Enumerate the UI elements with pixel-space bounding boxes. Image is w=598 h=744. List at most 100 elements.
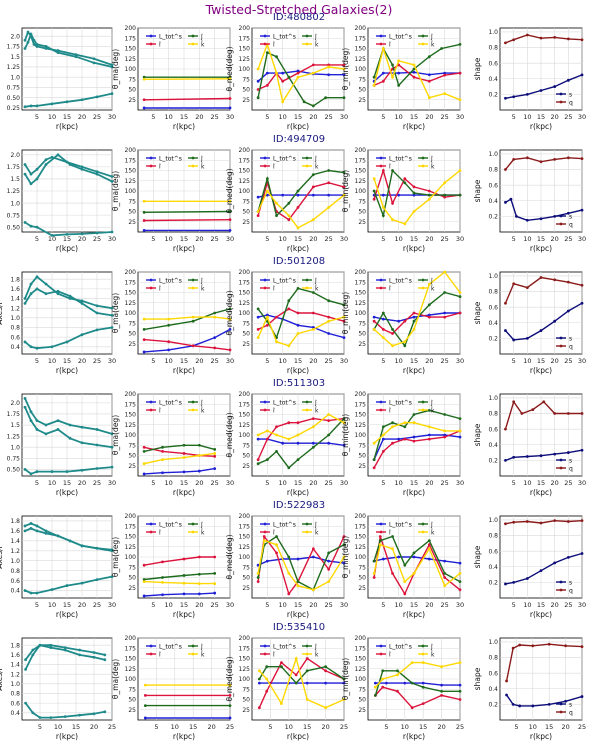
x-tick-label: 10 (279, 601, 287, 609)
y-tick-label: 75 (242, 686, 250, 693)
data-point (372, 576, 376, 579)
y-axis-label: Axes/r (0, 300, 4, 324)
data-point (23, 467, 27, 471)
legend-marker (305, 644, 309, 648)
data-point (580, 208, 584, 212)
data-point (142, 199, 146, 203)
legend-marker (149, 286, 153, 290)
data-point (275, 535, 278, 538)
legend-marker (379, 156, 383, 160)
x-tick-label: 20 (309, 235, 317, 243)
data-point (275, 551, 278, 555)
series-line-yellow (257, 42, 345, 104)
legend-label: L_tot^s (389, 399, 412, 406)
panel-id-label: ID:535410 (273, 622, 325, 633)
data-point (553, 35, 557, 39)
data-point (458, 295, 462, 298)
data-point (296, 433, 300, 437)
series-line-green (373, 535, 461, 583)
series-line-green (257, 535, 345, 591)
legend-label: s (569, 579, 572, 586)
legend-marker (559, 92, 563, 96)
data-point (385, 681, 388, 685)
data-point (580, 412, 584, 415)
subplot-major: 5 10 15 20 25 30 25 50 75 100 125 150 175 200 r(kpc) θ_… (111, 147, 234, 253)
y-tick-label: 0.8 (10, 568, 20, 575)
data-point (504, 41, 507, 45)
y-axis-label: θ_ma(deg) (111, 171, 120, 211)
y-tick-label: 200 (125, 25, 137, 32)
legend-marker (263, 644, 267, 648)
y-tick-label: 100 (355, 66, 367, 73)
x-tick-label: 25 (93, 235, 101, 243)
data-point (29, 410, 33, 414)
data-point (443, 195, 447, 199)
data-point (92, 61, 96, 65)
y-tick-label: 0.50 (7, 95, 21, 102)
legend-marker (305, 42, 309, 46)
x-tick-label: 30 (456, 479, 464, 487)
data-point (504, 458, 507, 462)
x-tick-label: 25 (441, 235, 449, 243)
data-point (35, 104, 39, 108)
y-tick-label: 150 (355, 46, 367, 53)
data-point (403, 592, 407, 596)
y-tick-label: 100 (125, 66, 137, 73)
legend-label: L_tot^s (389, 155, 412, 162)
data-point (342, 543, 346, 547)
data-point (458, 698, 462, 701)
series-line-q (504, 400, 582, 430)
data-point (525, 92, 529, 96)
data-point (566, 555, 570, 559)
x-tick-label: 20 (309, 479, 317, 487)
y-tick-label: 0.4 (10, 344, 20, 351)
data-point (327, 193, 331, 197)
y-tick-label: 25 (128, 463, 136, 470)
data-point (29, 591, 33, 595)
legend-marker (191, 644, 195, 648)
legend-label: L_tot^s (273, 399, 296, 406)
data-point (504, 96, 507, 100)
y-tick-label: 25 (358, 97, 366, 104)
data-point (228, 694, 232, 697)
subplot-medium: 5 10 15 20 25 30 25 50 75 100 125 150 175 200 r(kpc) θ_… (225, 25, 348, 131)
data-point (191, 315, 195, 319)
data-point (213, 315, 217, 319)
data-point (525, 156, 529, 160)
x-tick-label: 20 (195, 235, 203, 243)
data-point (311, 328, 315, 331)
data-point (396, 673, 399, 677)
x-tick-label: 5 (512, 601, 516, 609)
data-point (103, 653, 107, 657)
legend-marker (191, 156, 195, 160)
data-point (504, 301, 507, 305)
data-point (35, 43, 39, 46)
x-tick-label: 10 (395, 357, 403, 365)
data-point (110, 548, 114, 552)
legend-marker (379, 522, 383, 526)
data-point (80, 299, 84, 303)
data-point (296, 584, 300, 588)
data-point (566, 280, 570, 284)
y-tick-label: 100 (355, 554, 367, 561)
legend-marker (191, 164, 195, 168)
data-point (311, 441, 315, 445)
x-tick-label: 10 (171, 723, 179, 731)
data-point (167, 323, 171, 327)
x-tick-label: 10 (48, 113, 56, 121)
x-tick-label: 20 (551, 113, 559, 121)
data-point (29, 104, 33, 108)
data-point (403, 181, 407, 185)
data-point (458, 689, 462, 693)
data-point (378, 543, 382, 547)
data-point (256, 572, 260, 575)
legend-marker (305, 400, 309, 404)
y-tick-label: 25 (128, 219, 136, 226)
data-point (296, 311, 300, 315)
data-point (275, 71, 278, 75)
data-point (35, 346, 39, 350)
data-point (458, 98, 462, 102)
legend-marker (263, 34, 267, 38)
legend-label: k̂ (314, 163, 319, 170)
data-point (23, 340, 27, 344)
